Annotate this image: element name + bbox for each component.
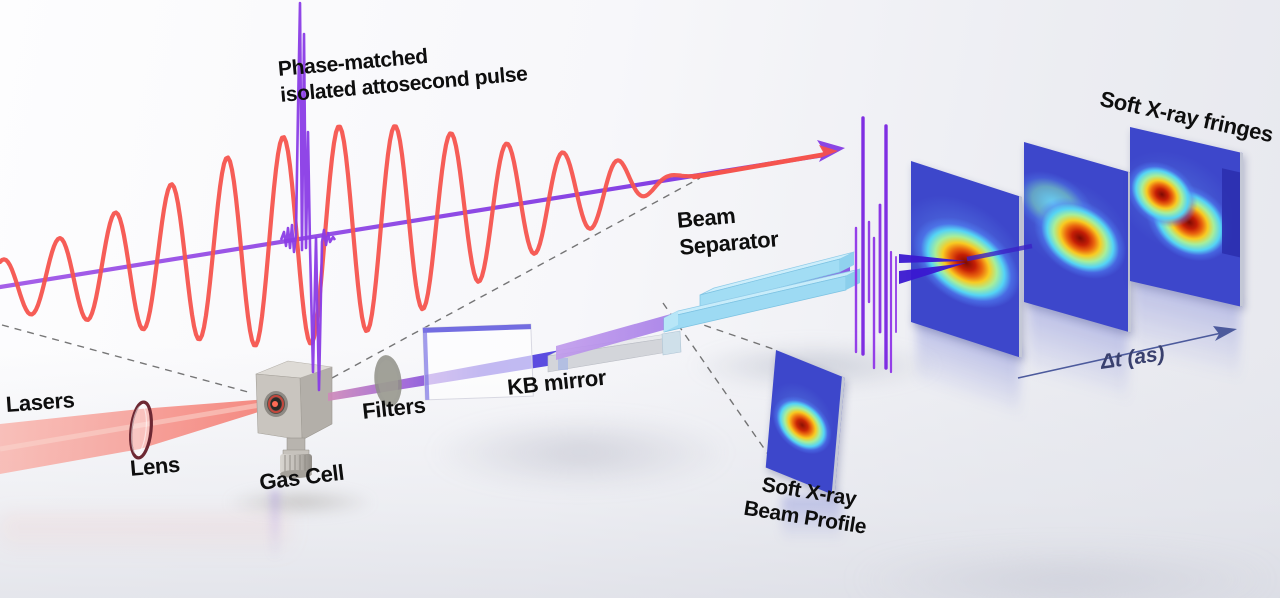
beam-between-panels bbox=[966, 243, 1033, 262]
gas-cell-assembly bbox=[255, 360, 333, 478]
label-lens: Lens bbox=[129, 451, 181, 481]
label-beam-separator: Beam Separator bbox=[676, 199, 779, 261]
reflection-profile-panel bbox=[782, 496, 842, 542]
ir-laser-beam bbox=[0, 399, 268, 474]
beam-separator-optic bbox=[663, 251, 861, 333]
delta-t-axis-arrow bbox=[1017, 326, 1237, 379]
attosecond-pulse-train bbox=[854, 116, 897, 374]
dashed-zoom-cone bbox=[1, 177, 777, 458]
split-beam-upper bbox=[899, 254, 966, 263]
filter-plate bbox=[422, 323, 534, 401]
shadow-under-gas-cell bbox=[225, 488, 375, 516]
filter-disk bbox=[374, 355, 402, 407]
laser-arrow-shaft bbox=[691, 151, 830, 180]
shadow-floor-right bbox=[850, 552, 1280, 598]
reflection-pulse-floor bbox=[270, 490, 280, 560]
reflection-laser-floor bbox=[0, 515, 290, 557]
attosecond-pulse-spike bbox=[279, 1, 337, 392]
label-lasers: Lasers bbox=[5, 387, 76, 417]
split-beam-lower bbox=[899, 263, 966, 284]
arrowhead-red bbox=[819, 145, 838, 158]
focusing-lens bbox=[129, 400, 153, 460]
laser-field-wave bbox=[0, 124, 703, 348]
shadow-under-optics bbox=[430, 415, 730, 490]
